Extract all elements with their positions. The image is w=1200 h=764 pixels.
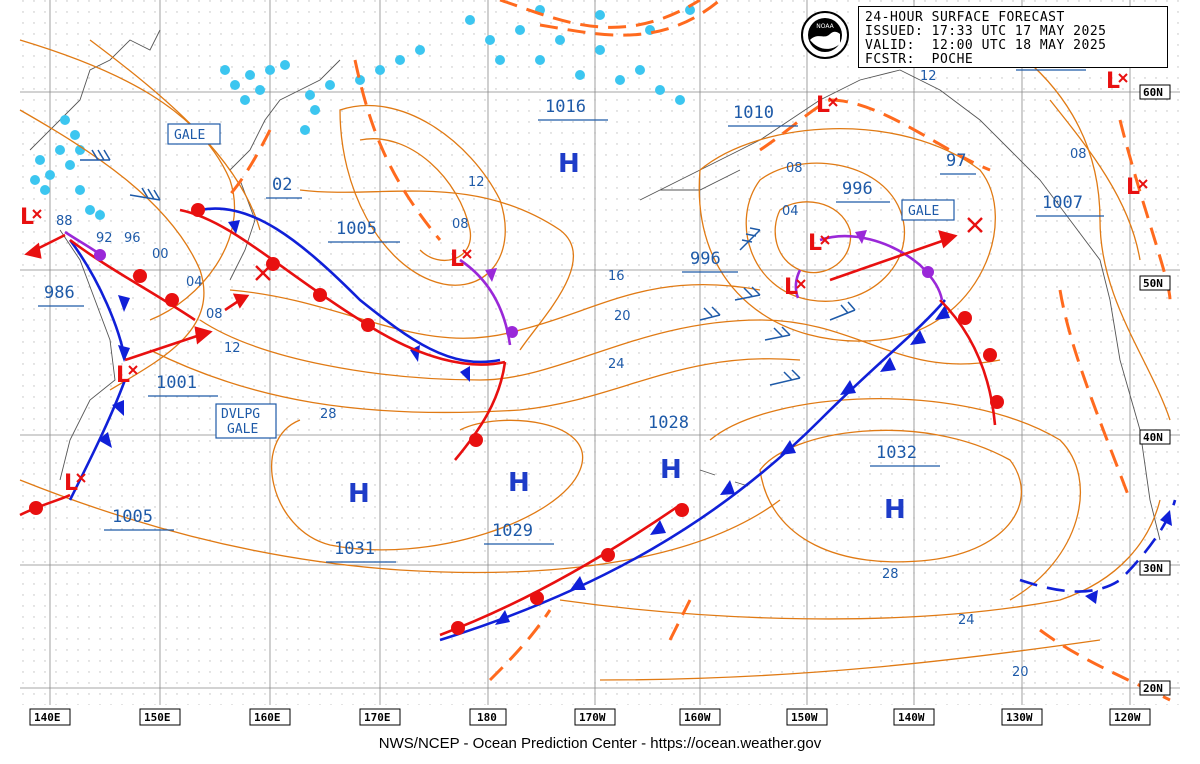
pressure-label: 1010	[733, 103, 774, 123]
longitude-label: 170W	[579, 711, 606, 724]
contour-label: 08	[786, 161, 803, 176]
occluded-symbols	[94, 230, 934, 338]
forecaster: FCSTR: POCHE	[865, 52, 974, 67]
high-symbol: H	[508, 468, 530, 498]
cold-front-triangles	[98, 220, 1172, 625]
longitude-label: 140W	[898, 711, 925, 724]
contour-label: 24	[608, 357, 625, 372]
pressure-label: 1032	[876, 443, 917, 463]
pressure-label-underlines	[38, 69, 1104, 563]
contour-label: 88	[56, 214, 73, 229]
warm-fronts	[19, 208, 997, 637]
contour-label: 08	[452, 217, 469, 232]
low-symbol: L	[1106, 69, 1120, 94]
position-markers	[255, 217, 983, 281]
contour-label: 16	[608, 269, 625, 284]
footer-credit: NWS/NCEP - Ocean Prediction Center - htt…	[378, 735, 822, 752]
pressure-label: 1007	[1042, 193, 1083, 213]
low-symbol: L	[450, 247, 464, 272]
developing-gale-warning: DVLPG GALE	[215, 403, 277, 439]
pressure-label: 1031	[334, 539, 375, 559]
low-centers: L L L L L L L L L	[20, 69, 1140, 496]
gale-warning-2: GALE	[901, 199, 955, 221]
pressure-label: 986	[44, 283, 75, 303]
warm-front-semicircles	[29, 203, 1004, 635]
contour-label: 12	[920, 69, 937, 84]
pressure-label: 996	[842, 179, 873, 199]
low-symbol: L	[20, 205, 34, 230]
longitude-label: 140E	[34, 711, 61, 724]
longitude-label: 150W	[791, 711, 818, 724]
pressure-label: 97	[946, 151, 966, 171]
motion-arrows	[24, 230, 958, 362]
latitude-labels: 60N 50N 40N 30N 20N	[1139, 84, 1171, 696]
pressure-label: 1005	[336, 219, 377, 239]
longitude-label: 120W	[1114, 711, 1141, 724]
latitude-label: 40N	[1143, 431, 1163, 444]
low-symbol: L	[64, 471, 78, 496]
contour-label: 04	[782, 204, 799, 219]
low-symbol: L	[784, 275, 798, 300]
pressure-label: 1005	[112, 507, 153, 527]
latitude-label: 20N	[1143, 682, 1163, 695]
high-symbol: H	[348, 479, 370, 509]
contour-label: 28	[882, 567, 899, 582]
wind-barbs	[80, 149, 856, 386]
valid-time: VALID: 12:00 UTC 18 MAY 2025	[865, 38, 1107, 53]
contour-label: 08	[206, 307, 223, 322]
issued-time: ISSUED: 17:33 UTC 17 MAY 2025	[865, 24, 1107, 39]
longitude-labels: 140E 150E 160E 170E 180 170W 160W 150W 1…	[29, 708, 1151, 726]
troughs	[223, 0, 1172, 702]
contour-label: 24	[958, 613, 975, 628]
low-symbol: L	[816, 93, 830, 118]
longitude-label: 160W	[684, 711, 711, 724]
longitude-label: 150E	[144, 711, 171, 724]
pressure-label: 02	[272, 175, 292, 195]
pressure-label: 1029	[492, 521, 533, 541]
logo-text: NOAA	[816, 23, 834, 30]
pressure-label: 1001	[156, 373, 197, 393]
contour-label: 96	[124, 231, 141, 246]
contour-label: 20	[1012, 665, 1029, 680]
longitude-label: 170E	[364, 711, 391, 724]
high-symbol: H	[558, 149, 580, 179]
forecast-info-box: 24-HOUR SURFACE FORECAST ISSUED: 17:33 U…	[858, 6, 1168, 68]
contour-label: 28	[320, 407, 337, 422]
longitude-label: 130W	[1006, 711, 1033, 724]
warning-label: GALE	[908, 204, 939, 219]
contour-label: 12	[224, 341, 241, 356]
longitude-label: 180	[477, 711, 497, 724]
high-centers: H H H H H	[348, 149, 906, 525]
low-symbol: L	[1126, 175, 1140, 200]
noaa-logo-icon: NOAA	[801, 11, 849, 59]
pressure-label: 1028	[648, 413, 689, 433]
contour-label: 00	[152, 247, 169, 262]
gale-warning-1: GALE	[167, 123, 221, 145]
graticule	[20, 0, 1180, 705]
isobars	[19, 39, 1171, 681]
contour-label: 20	[614, 309, 631, 324]
low-symbol: L	[116, 363, 130, 388]
forecast-title: 24-HOUR SURFACE FORECAST	[865, 10, 1065, 25]
pressure-label: 996	[690, 249, 721, 269]
warning-label: DVLPG	[221, 407, 260, 422]
high-symbol: H	[660, 455, 682, 485]
longitude-label: 160E	[254, 711, 281, 724]
low-symbol: L	[808, 231, 822, 256]
contour-label: 92	[96, 231, 113, 246]
cold-fronts	[68, 207, 1177, 642]
contour-label: 04	[186, 275, 203, 290]
warning-label: GALE	[227, 422, 258, 437]
latitude-label: 50N	[1143, 277, 1163, 290]
high-symbol: H	[884, 495, 906, 525]
contour-label: 12	[468, 175, 485, 190]
contour-label: 08	[1070, 147, 1087, 162]
warning-label: GALE	[174, 128, 205, 143]
pressure-label: 1016	[545, 97, 586, 117]
latitude-label: 30N	[1143, 562, 1163, 575]
latitude-label: 60N	[1143, 86, 1163, 99]
contour-labels: 12 08 16 20 24 28 88 92 96 00 04 08 12 0…	[56, 69, 1087, 680]
low-x-marks	[32, 73, 1148, 483]
